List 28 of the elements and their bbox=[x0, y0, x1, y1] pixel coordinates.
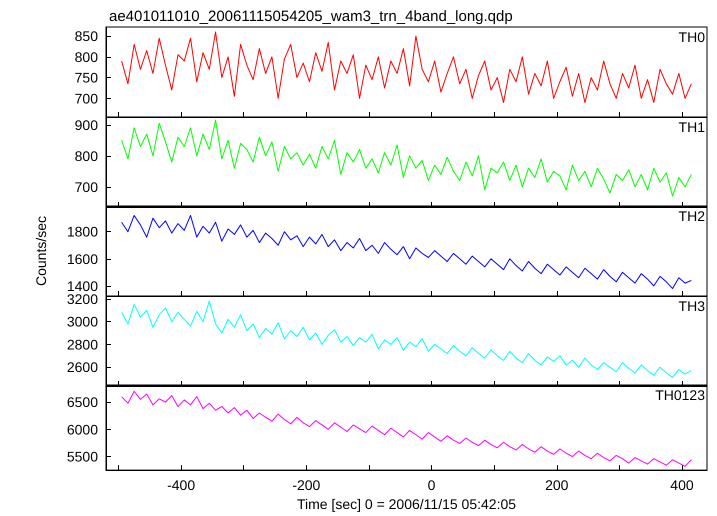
text: TH0123 bbox=[655, 387, 706, 404]
y-tick-label: 5500 bbox=[66, 448, 98, 465]
y-tick-label: 6000 bbox=[66, 422, 98, 438]
y-tick-label: 800 bbox=[74, 48, 98, 65]
y-tick-label: 700 bbox=[74, 90, 98, 106]
y-tick-label: 850 bbox=[74, 28, 98, 44]
y-tick-label: 900 bbox=[74, 116, 98, 132]
chart-title: ae401011010_20061115054205_wam3_trn_4band_long.qdp bbox=[109, 8, 513, 25]
y-tick-label: 1800 bbox=[66, 224, 98, 240]
x-tick-label: 200 bbox=[545, 477, 569, 494]
x-tick-label: -200 bbox=[292, 477, 321, 494]
text: TH1 bbox=[678, 118, 706, 135]
y-axis-title: Counts/sec bbox=[33, 216, 49, 286]
y-tick-label: 800 bbox=[74, 147, 98, 164]
x-tick-label: 400 bbox=[670, 477, 694, 494]
y-tick-label: 2600 bbox=[66, 359, 98, 375]
y-tick-label: 1600 bbox=[66, 250, 98, 267]
y-tick-label: 3000 bbox=[66, 313, 98, 330]
y-tick-label: 750 bbox=[74, 70, 98, 86]
text: TH0 bbox=[678, 29, 706, 45]
y-tick-label: 700 bbox=[74, 178, 98, 194]
text: TH2 bbox=[678, 208, 706, 224]
text: TH3 bbox=[678, 298, 706, 314]
x-tick-label: -400 bbox=[167, 477, 196, 494]
y-tick-label: 2800 bbox=[66, 336, 98, 352]
x-axis-title: Time [sec] 0 = 2006/11/15 05:42:05 bbox=[296, 496, 516, 512]
x-tick-label: 0 bbox=[428, 477, 436, 494]
y-tick-label: 6500 bbox=[66, 394, 98, 411]
